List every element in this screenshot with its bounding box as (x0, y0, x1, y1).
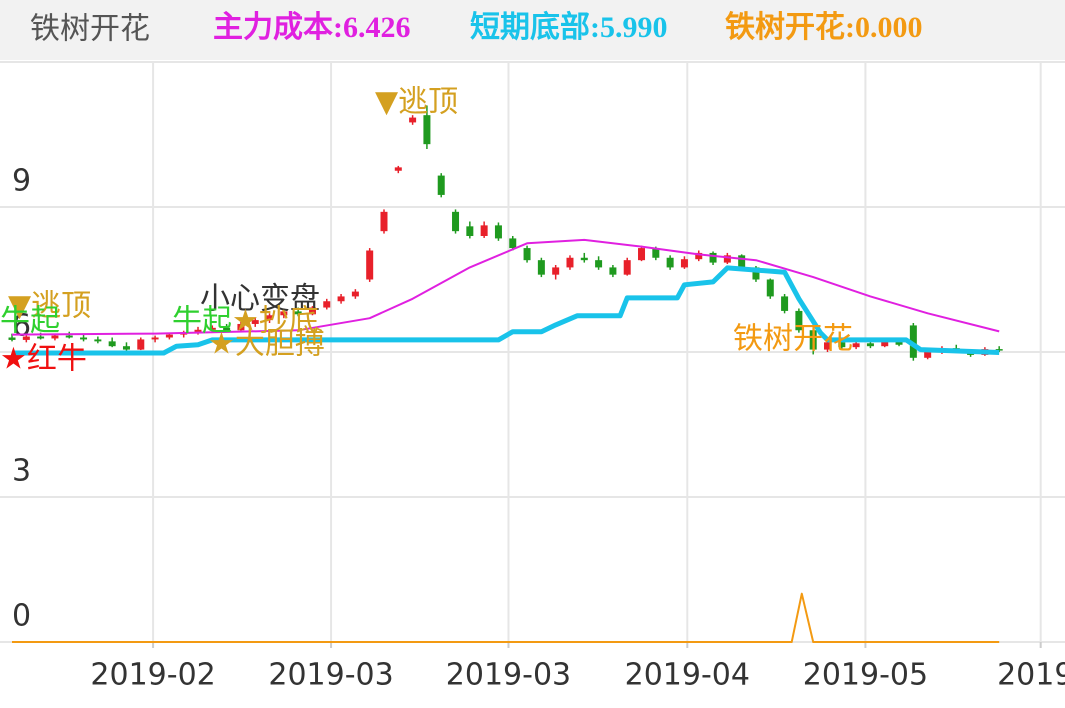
candle-body (523, 248, 531, 261)
annotation: ★抄底 (232, 304, 319, 339)
candle-body (680, 259, 688, 268)
candle-body (580, 257, 588, 261)
candle-body (308, 307, 316, 315)
candle-body (208, 327, 216, 330)
y-tick-label: 9 (12, 164, 31, 199)
annotation: 小心变盘 (200, 282, 320, 317)
candle-body (509, 238, 517, 249)
candle-body (8, 337, 16, 340)
candle-body (766, 279, 774, 297)
candle-body (194, 329, 202, 333)
candle-body (723, 255, 731, 263)
candle-body (466, 226, 474, 236)
x-tick-label: 2019-02 (90, 658, 215, 693)
candle-body (866, 343, 874, 347)
legend-item: 铁树开花:0.000 (725, 11, 923, 44)
candle-body (366, 250, 374, 280)
legend-item: 主力成本:6.426 (213, 11, 411, 44)
annotation: 牛起 (172, 304, 232, 339)
annotation: ★红牛 (0, 342, 87, 377)
y-tick-label: 0 (12, 599, 31, 634)
candle-body (924, 352, 932, 358)
header-title: 铁树开花 (30, 12, 150, 47)
candle-body (237, 323, 245, 331)
candle-body (108, 341, 116, 347)
annotation: ▼逃顶 (8, 289, 91, 324)
candle-body (94, 339, 102, 342)
legend-item: 短期底部:5.990 (470, 10, 668, 44)
candle-body (480, 225, 488, 236)
candle-body (623, 260, 631, 275)
candle-body (323, 301, 331, 308)
candle-body (380, 211, 388, 232)
candle-body (37, 336, 45, 339)
candle-body (852, 343, 860, 348)
candle-body (65, 335, 73, 338)
candle-body (423, 115, 431, 145)
y-tick-label: 3 (12, 454, 31, 489)
candle-body (595, 260, 603, 268)
x-tick-label: 2019-05 (803, 658, 928, 693)
candle-body (638, 248, 646, 261)
candle-body (394, 167, 402, 171)
annotation: 牛起 (0, 304, 60, 339)
candle-body (452, 211, 460, 232)
candle-body (80, 337, 88, 340)
annotation: ★大胆搏 (208, 327, 325, 362)
x-tick-label: 2019- (997, 658, 1065, 693)
candle-body (151, 337, 159, 340)
header-band (0, 0, 1065, 60)
candle-body (351, 291, 359, 297)
candle-body (552, 267, 560, 275)
candle-body (251, 320, 259, 324)
candle-body (881, 339, 889, 347)
candle-body (824, 342, 832, 350)
candle-body (738, 255, 746, 268)
candle-body (666, 257, 674, 268)
candle-body (909, 325, 917, 358)
x-tick-label: 2019-03 (446, 658, 571, 693)
x-tick-label: 2019-04 (625, 658, 750, 693)
candle-body (709, 252, 717, 263)
candle-body (337, 296, 345, 302)
annotation: ▼逃顶 (375, 85, 458, 120)
annotation: 铁树开花 (733, 322, 853, 357)
candle-body (223, 327, 231, 331)
candle-body (409, 117, 417, 123)
candle-body (51, 335, 59, 339)
indicator-line (12, 265, 1000, 356)
candle-body (566, 257, 574, 268)
candle-body (838, 342, 846, 348)
candle-body (266, 315, 274, 321)
candle-body (995, 349, 1003, 351)
indicator-line (11, 238, 1000, 336)
x-tick-label: 2019-03 (268, 658, 393, 693)
candle-body (609, 267, 617, 275)
candle-body (781, 296, 789, 311)
candle-body (294, 311, 302, 315)
candle-body (752, 267, 760, 280)
candle-body (22, 336, 30, 340)
candle-body (137, 339, 145, 350)
candle-body (280, 311, 288, 316)
candle-body (809, 330, 817, 350)
candle-body (537, 260, 545, 275)
candle-body (695, 252, 703, 260)
candle-body (494, 225, 502, 239)
candle-body (165, 334, 173, 338)
indicator-line (12, 592, 1000, 643)
candle-body (795, 310, 803, 331)
candle-body (652, 248, 660, 258)
candle-body (122, 346, 130, 350)
candle-body (437, 175, 445, 195)
